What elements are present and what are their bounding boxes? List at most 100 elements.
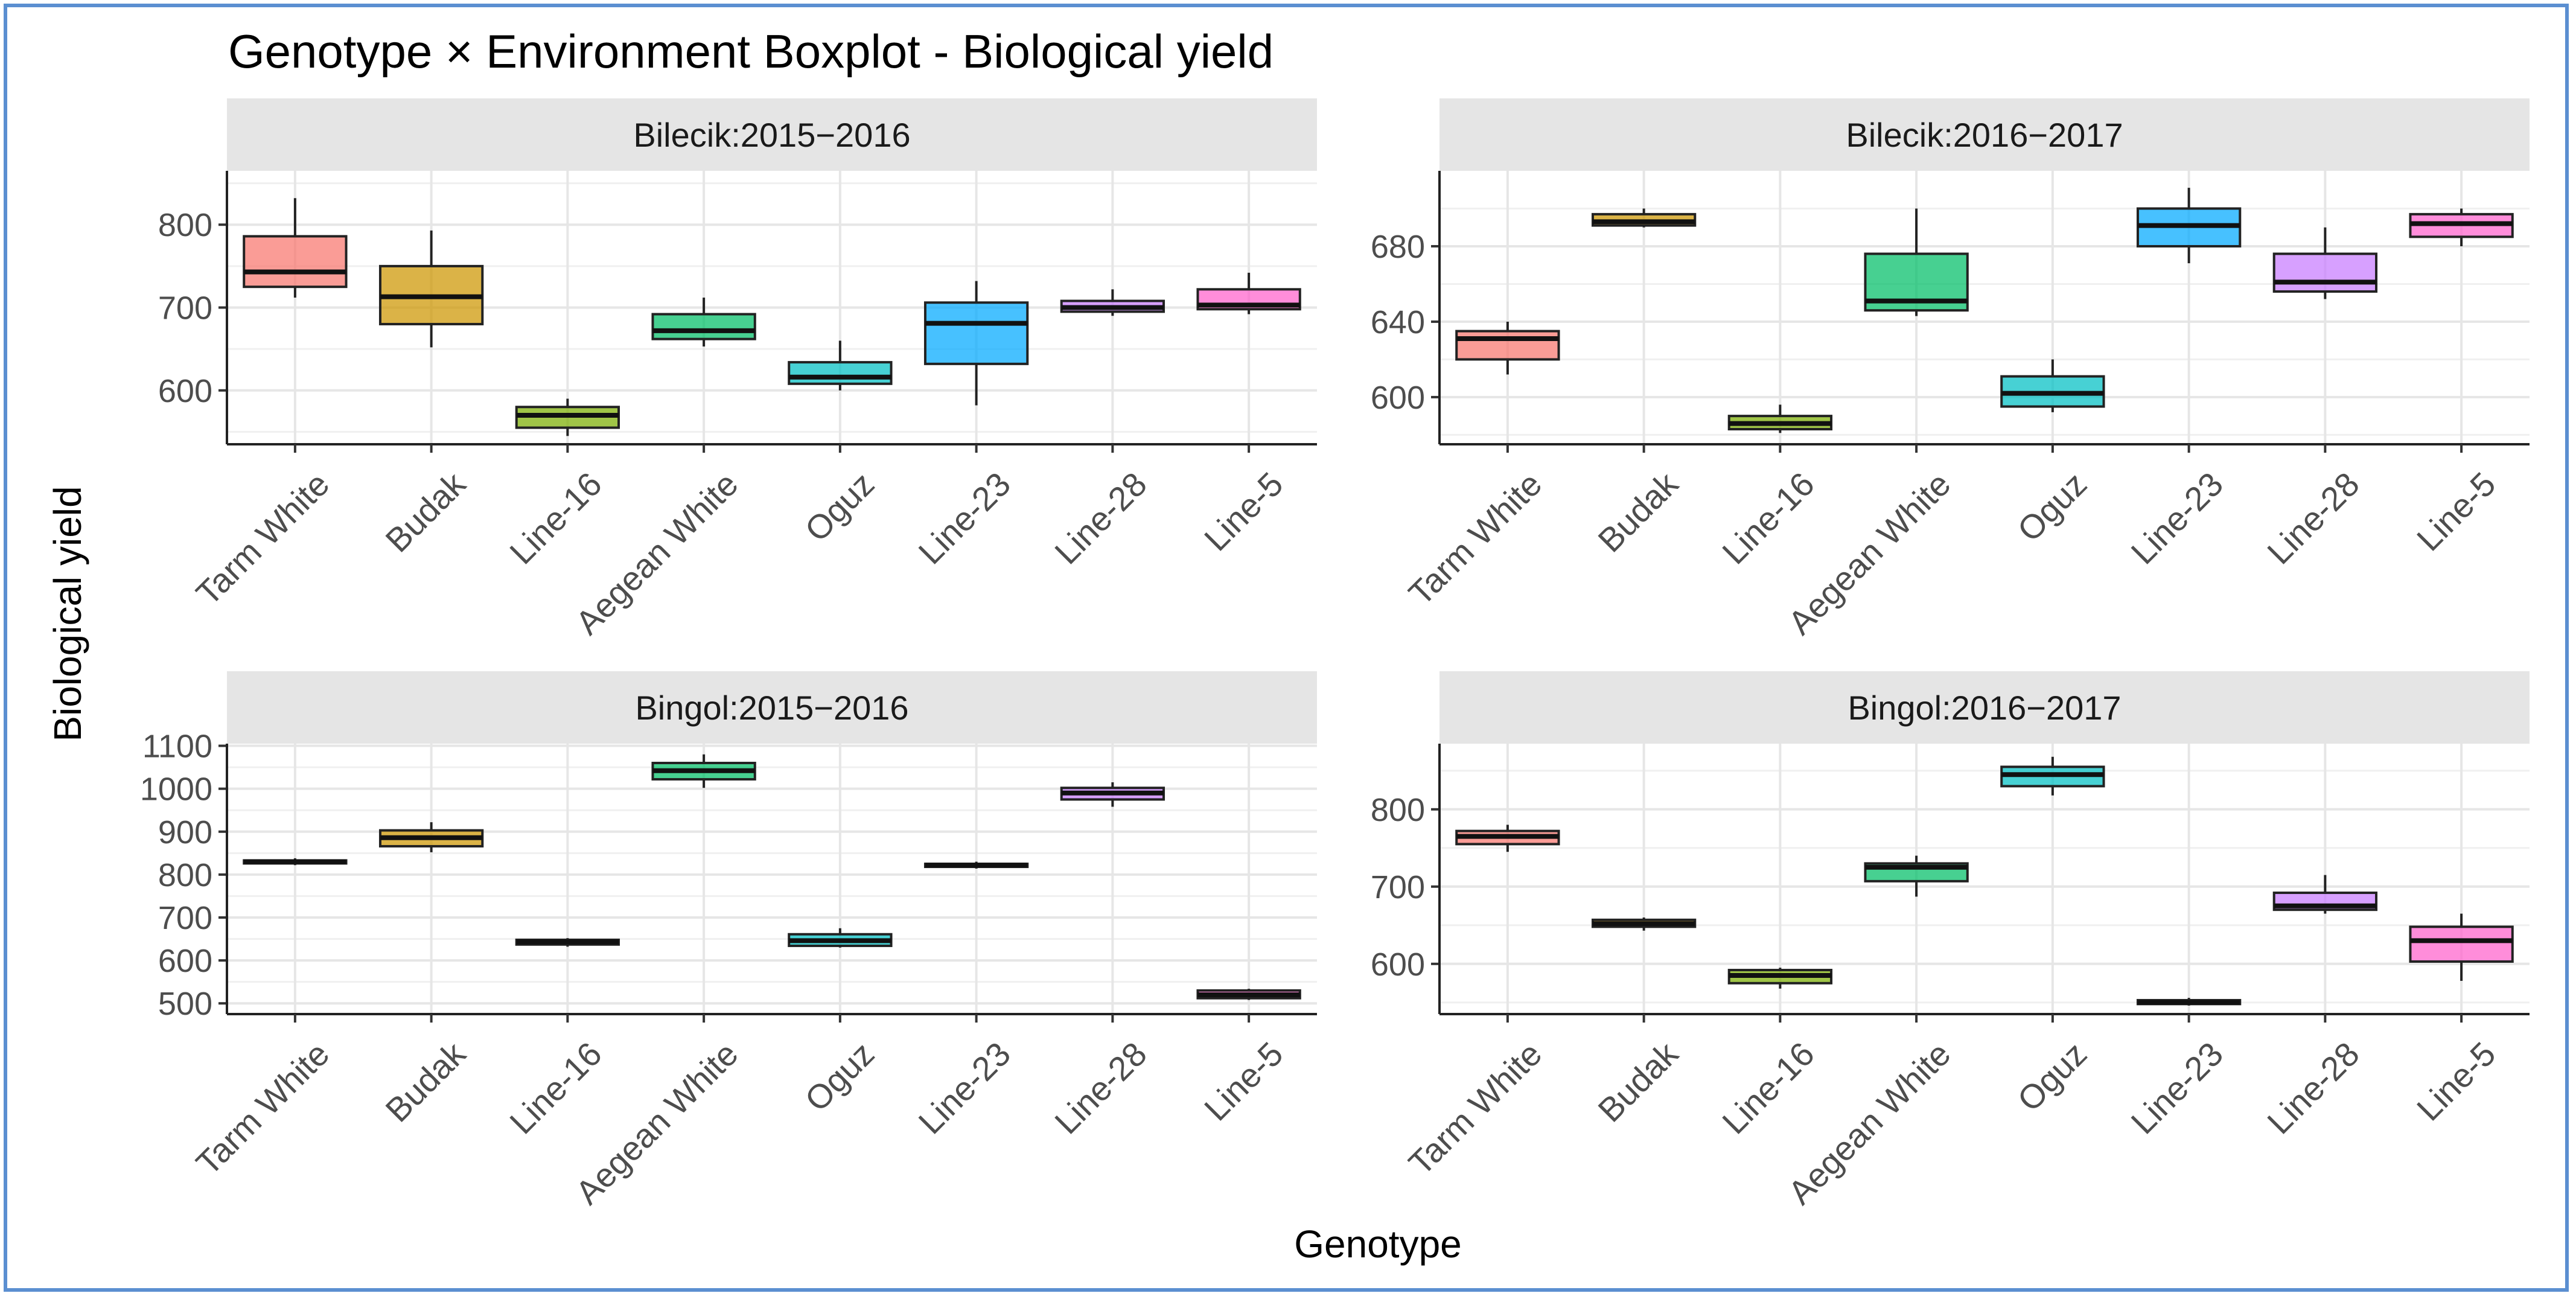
x-tick-label: Line-28 — [2260, 1035, 2367, 1141]
x-tick-label: Line-28 — [1047, 465, 1154, 572]
box-oguz — [788, 928, 893, 948]
box-line-5 — [1196, 989, 1301, 1000]
facet-panels: Bilecik:2015−2016 600 700 800 Tarm White Buda… — [140, 98, 2530, 1211]
box-line-16 — [515, 938, 620, 947]
y-tick-label: 680 — [1371, 229, 1425, 265]
facet-panel: Bilecik:2015−2016 600 700 800 Tarm White Buda… — [158, 98, 1317, 642]
x-tick-label: Oguz — [2010, 1035, 2094, 1119]
box-body — [243, 235, 348, 289]
box-line-23 — [923, 861, 1029, 869]
box-aegean-white — [651, 754, 756, 788]
x-tick-label: Oguz — [797, 1035, 881, 1119]
x-tick-label: Budak — [378, 464, 473, 560]
facet-strip — [227, 98, 1317, 171]
box-tarm-white — [1455, 825, 1560, 852]
y-tick-label: 900 — [158, 814, 212, 851]
x-tick-label: Budak — [1590, 1034, 1686, 1129]
x-tick-label: Tarm White — [1401, 1035, 1549, 1183]
box-oguz — [2000, 359, 2105, 412]
box-tarm-white — [243, 198, 348, 298]
y-tick-label: 500 — [158, 986, 212, 1022]
y-tick-label: 600 — [158, 943, 212, 979]
y-tick-label: 600 — [1371, 946, 1425, 983]
x-tick-label: Line-5 — [1197, 1035, 1290, 1128]
x-tick-label: Line-23 — [911, 1035, 1018, 1141]
y-tick-label: 800 — [158, 857, 212, 893]
box-line-28 — [1060, 289, 1165, 316]
x-tick-label: Oguz — [2010, 465, 2094, 549]
y-tick-label: 800 — [158, 207, 212, 243]
box-body — [2409, 925, 2514, 963]
box-body — [923, 301, 1029, 365]
facet-strip-label: Bilecik:2015−2016 — [633, 116, 910, 154]
y-tick-label: 600 — [1371, 380, 1425, 416]
facet-strip-label: Bingol:2016−2017 — [1848, 689, 2121, 727]
x-tick-label: Line-23 — [2123, 1035, 2230, 1141]
box-line-16 — [1727, 404, 1833, 433]
box-oguz — [2000, 756, 2105, 796]
box-line-28 — [1060, 782, 1165, 807]
x-axis-label: Genotype — [1294, 1222, 1462, 1266]
x-tick-label: Budak — [1590, 464, 1686, 560]
x-tick-label: Oguz — [797, 465, 881, 549]
x-tick-label: Line-28 — [2260, 465, 2367, 572]
chart-title: Genotype × Environment Boxplot - Biologi… — [228, 25, 1274, 78]
box-aegean-white — [651, 298, 756, 347]
box-line-23 — [2136, 998, 2242, 1006]
box-tarm-white — [243, 858, 348, 866]
box-body — [2272, 252, 2378, 293]
box-line-28 — [2272, 875, 2378, 914]
box-tarm-white — [1455, 321, 1560, 375]
facet-strip — [1439, 671, 2530, 744]
facet-strip — [1439, 98, 2530, 171]
y-tick-label: 600 — [158, 373, 212, 409]
x-tick-label: Line-16 — [502, 1035, 609, 1141]
y-tick-label: 700 — [1371, 869, 1425, 905]
box-body — [1455, 330, 1560, 361]
x-tick-label: Line-28 — [1047, 1035, 1154, 1141]
x-tick-label: Tarm White — [1401, 465, 1549, 613]
box-aegean-white — [1864, 855, 1969, 897]
y-tick-label: 700 — [158, 900, 212, 936]
x-tick-label: Line-23 — [911, 465, 1018, 572]
x-tick-label: Line-16 — [1715, 465, 1822, 572]
y-axis-label: Biological yield — [46, 486, 89, 741]
facet-panel: Bingol:2015−2016 500 600 700 800 900 1000 1100 T… — [140, 671, 1317, 1211]
box-line-28 — [2272, 227, 2378, 299]
y-tick-label: 1100 — [142, 729, 212, 765]
facet-strip-label: Bingol:2015−2016 — [635, 689, 908, 727]
box-body — [788, 361, 893, 385]
box-budak — [378, 230, 484, 348]
x-tick-label: Line-23 — [2123, 465, 2230, 572]
box-aegean-white — [1864, 208, 1969, 316]
box-line-5 — [2409, 208, 2514, 246]
x-tick-label: Tarm White — [189, 465, 337, 613]
facet-panel: Bingol:2016−2017 600 700 800 Tarm White Budak… — [1371, 671, 2530, 1211]
box-line-5 — [1196, 272, 1301, 314]
box-budak — [1591, 918, 1697, 931]
x-tick-label: Tarm White — [189, 1035, 337, 1183]
x-tick-label: Line-5 — [1197, 465, 1290, 558]
x-tick-label: Line-16 — [1715, 1035, 1822, 1141]
y-tick-label: 640 — [1371, 304, 1425, 340]
box-oguz — [788, 340, 893, 391]
facet-strip-label: Bilecik:2016−2017 — [1846, 116, 2123, 154]
box-budak — [378, 822, 484, 852]
facet-strip — [227, 671, 1317, 744]
box-body — [651, 313, 756, 340]
x-tick-label: Line-16 — [502, 465, 609, 572]
y-tick-label: 800 — [1371, 792, 1425, 828]
box-line-16 — [1727, 968, 1833, 989]
y-tick-label: 1000 — [140, 771, 212, 808]
box-line-5 — [2409, 913, 2514, 981]
x-tick-label: Line-5 — [2409, 465, 2503, 558]
figure-frame — [4, 4, 2569, 1292]
x-tick-label: Budak — [378, 1034, 473, 1129]
box-line-23 — [923, 281, 1029, 406]
x-tick-label: Line-5 — [2409, 1035, 2503, 1128]
y-tick-label: 700 — [158, 290, 212, 327]
box-line-16 — [515, 398, 620, 436]
facet-panel: Bilecik:2016−2017 600 640 680 Tarm White Buda… — [1371, 98, 2530, 642]
box-budak — [1591, 208, 1697, 228]
